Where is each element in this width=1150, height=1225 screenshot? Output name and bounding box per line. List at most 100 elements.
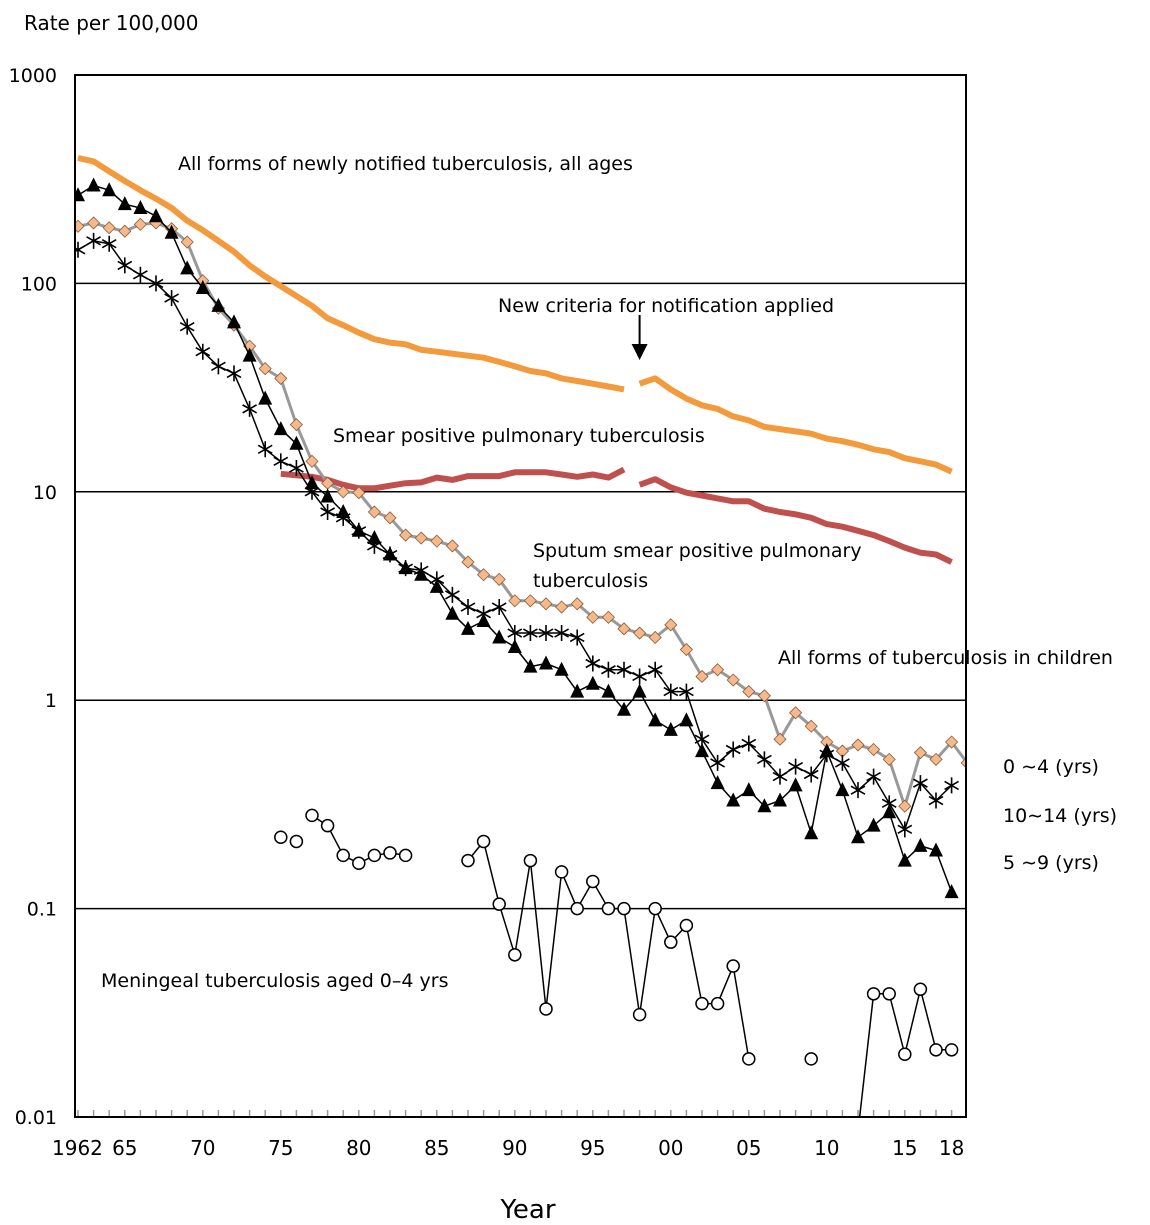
x-tick-label: 95: [580, 1136, 605, 1160]
series-line: [638, 476, 953, 565]
data-point-star: [460, 599, 476, 616]
series-age_0_4: [75, 216, 966, 813]
data-point-diamond: [289, 418, 303, 432]
data-point-circle: [320, 818, 335, 833]
data-point-diamond: [726, 673, 740, 687]
data-point-star: [320, 503, 335, 520]
data-point-triangle: [227, 314, 241, 329]
data-point-star: [101, 235, 117, 252]
data-point-star: [491, 599, 507, 616]
data-point-diamond: [352, 486, 366, 500]
x-tick-label: 15: [892, 1136, 917, 1160]
x-tick-label: 80: [346, 1136, 371, 1160]
data-point-triangle: [757, 798, 772, 813]
data-point-triangle: [305, 475, 319, 490]
data-point-circle: [383, 846, 397, 860]
legend-0-4: 0 ∼4 (yrs): [1003, 756, 1099, 778]
series-line: [638, 375, 953, 475]
data-point-circle: [508, 948, 522, 962]
data-point-circle: [726, 959, 740, 973]
data-point-circle: [632, 1007, 647, 1022]
data-point-diamond: [867, 742, 881, 757]
data-point-diamond: [430, 534, 444, 548]
data-point-triangle: [445, 605, 460, 620]
data-point-diamond: [960, 757, 966, 769]
data-point-star: [897, 821, 913, 838]
annotation-sputum-line2: tuberculosis: [533, 570, 648, 592]
data-point-diamond: [913, 746, 927, 760]
series-age_5_9: [75, 177, 959, 899]
data-point-star: [445, 586, 460, 603]
data-point-diamond: [118, 224, 132, 238]
annotation-children: All forms of tuberculosis in children: [778, 647, 1113, 669]
data-point-triangle: [149, 208, 163, 223]
data-point-circle: [695, 996, 709, 1011]
x-tick-label: 65: [112, 1136, 137, 1160]
data-point-triangle: [367, 530, 382, 545]
data-point-star: [616, 661, 632, 678]
data-point-triangle: [180, 260, 195, 275]
data-point-triangle: [164, 224, 179, 239]
new-criteria-arrow-icon: [631, 315, 648, 360]
data-point-diamond: [757, 689, 771, 703]
data-point-triangle: [804, 825, 819, 840]
data-point-star: [913, 775, 928, 792]
data-point-star: [273, 453, 289, 470]
data-point-diamond: [367, 505, 381, 519]
data-point-triangle: [913, 837, 928, 852]
arrow-head: [631, 344, 648, 360]
data-point-triangle: [476, 612, 491, 627]
data-point-triangle: [539, 655, 553, 670]
data-point-diamond: [461, 555, 475, 569]
data-point-triangle: [851, 829, 865, 844]
data-point-diamond: [477, 568, 491, 582]
data-point-diamond: [586, 610, 600, 624]
plot-frame: [74, 74, 967, 1118]
data-point-diamond: [789, 706, 803, 720]
series-group: [75, 154, 966, 1117]
data-point-triangle: [570, 683, 585, 698]
data-point-triangle: [695, 743, 709, 758]
series-age_10_14: [75, 232, 959, 838]
data-point-triangle: [554, 661, 569, 676]
data-point-triangle: [788, 777, 803, 792]
data-point-triangle: [258, 390, 273, 405]
data-point-diamond: [180, 235, 194, 249]
data-point-triangle: [648, 712, 663, 727]
data-point-diamond: [383, 511, 397, 525]
data-point-diamond: [742, 685, 756, 699]
series-line: [77, 154, 625, 393]
y-tick-label: 10: [33, 482, 57, 504]
data-point-triangle: [523, 658, 538, 673]
data-point-triangle: [398, 560, 413, 575]
data-point-diamond: [274, 371, 288, 385]
data-point-diamond: [804, 719, 818, 733]
data-point-circle: [664, 935, 678, 949]
data-point-triangle: [429, 578, 444, 593]
data-point-circle: [305, 808, 319, 823]
data-point-circle: [492, 897, 506, 911]
data-point-circle: [336, 848, 350, 863]
data-point-star: [725, 741, 741, 758]
x-tick-label: 10: [814, 1136, 839, 1160]
annotation-sputum-line1: Sputum smear positive pulmonary: [533, 540, 862, 562]
data-point-diamond: [399, 528, 413, 542]
data-point-star: [289, 460, 304, 477]
data-point-triangle: [773, 792, 787, 807]
x-tick-label: 18: [939, 1136, 964, 1160]
data-point-star: [601, 661, 616, 678]
data-point-triangle: [617, 701, 631, 716]
y-tick-label: 1: [45, 690, 57, 712]
data-point-star: [647, 661, 663, 678]
data-point-circle: [742, 1052, 756, 1066]
data-point-star: [803, 766, 819, 783]
data-point-diamond: [601, 610, 615, 624]
data-point-diamond: [133, 217, 147, 231]
data-point-triangle: [741, 782, 756, 797]
data-point-triangle: [289, 435, 304, 450]
data-point-triangle: [117, 196, 132, 211]
data-point-diamond: [305, 454, 319, 468]
x-tick-label: 00: [658, 1136, 683, 1160]
data-point-circle: [866, 987, 881, 1001]
